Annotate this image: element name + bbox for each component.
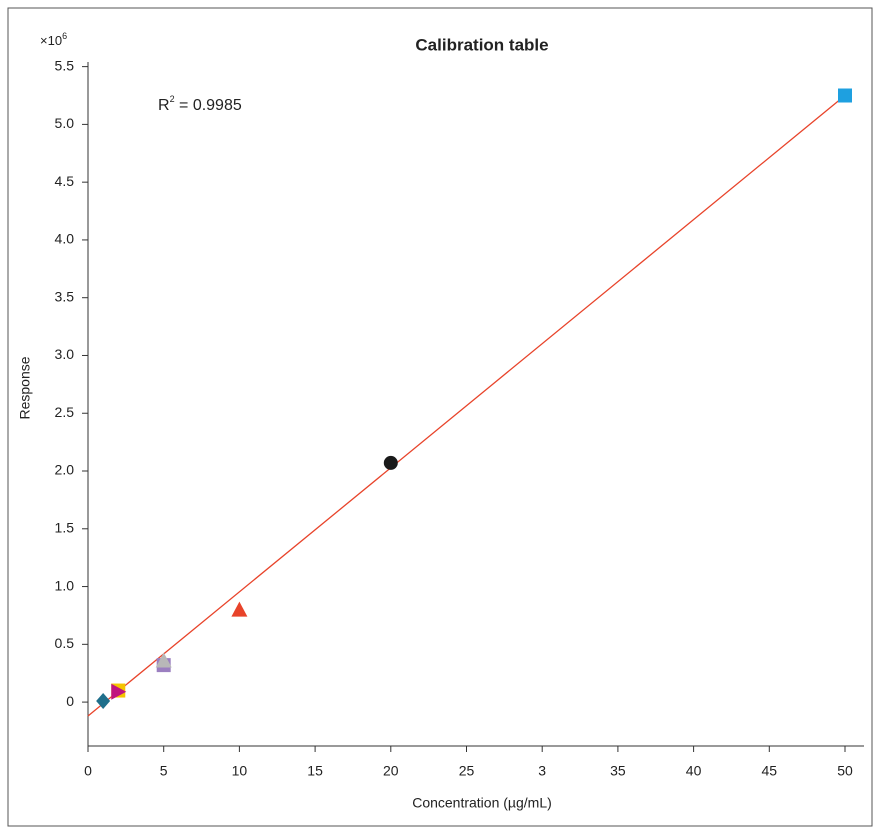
x-tick-label: 25 xyxy=(459,763,475,779)
data-point xyxy=(155,652,172,668)
r-squared: R2 = 0.9985 xyxy=(158,94,242,114)
x-tick-label: 20 xyxy=(383,763,399,779)
y-tick-label: 3.0 xyxy=(55,346,75,362)
y-tick-label: 3.5 xyxy=(55,288,75,304)
x-tick-label: 3 xyxy=(538,763,546,779)
multiplier-base: ×10 xyxy=(40,33,62,48)
x-tick-label: 5 xyxy=(160,763,168,779)
chart-title: Calibration table xyxy=(415,35,548,54)
multiplier-exponent: 6 xyxy=(62,31,67,41)
y-tick-label: 4.0 xyxy=(55,231,75,247)
annotation-exponent: 2 xyxy=(170,94,175,104)
y-tick-label: 1.0 xyxy=(55,577,75,593)
annotation-base: R xyxy=(158,97,170,114)
y-tick-label: 4.5 xyxy=(55,173,75,189)
x-tick-label: 0 xyxy=(84,763,92,779)
y-tick-label: 5.0 xyxy=(55,115,75,131)
y-tick-label: 0 xyxy=(66,693,74,709)
y-tick-label: 1.5 xyxy=(55,519,75,535)
x-tick-label: 15 xyxy=(307,763,323,779)
x-tick-label: 40 xyxy=(686,763,702,779)
y-multiplier: ×106 xyxy=(40,31,67,48)
x-axis-label: Concentration (µg/mL) xyxy=(412,795,552,811)
data-point xyxy=(111,683,127,700)
y-tick-label: 5.5 xyxy=(55,57,75,73)
annotation-rest: = 0.9985 xyxy=(175,97,242,114)
data-point xyxy=(231,601,248,617)
y-tick-label: 2.0 xyxy=(55,462,75,478)
fit-line xyxy=(87,95,846,717)
x-tick-label: 35 xyxy=(610,763,626,779)
frame xyxy=(7,7,873,827)
y-tick-label: 0.5 xyxy=(55,635,75,651)
x-tick-label: 50 xyxy=(837,763,853,779)
data-point xyxy=(838,88,852,103)
data-point xyxy=(383,455,398,470)
x-tick-label: 45 xyxy=(762,763,778,779)
y-axis-label: Response xyxy=(17,356,33,419)
x-tick-label: 10 xyxy=(232,763,248,779)
data-point xyxy=(96,692,111,709)
y-tick-label: 2.5 xyxy=(55,404,75,420)
